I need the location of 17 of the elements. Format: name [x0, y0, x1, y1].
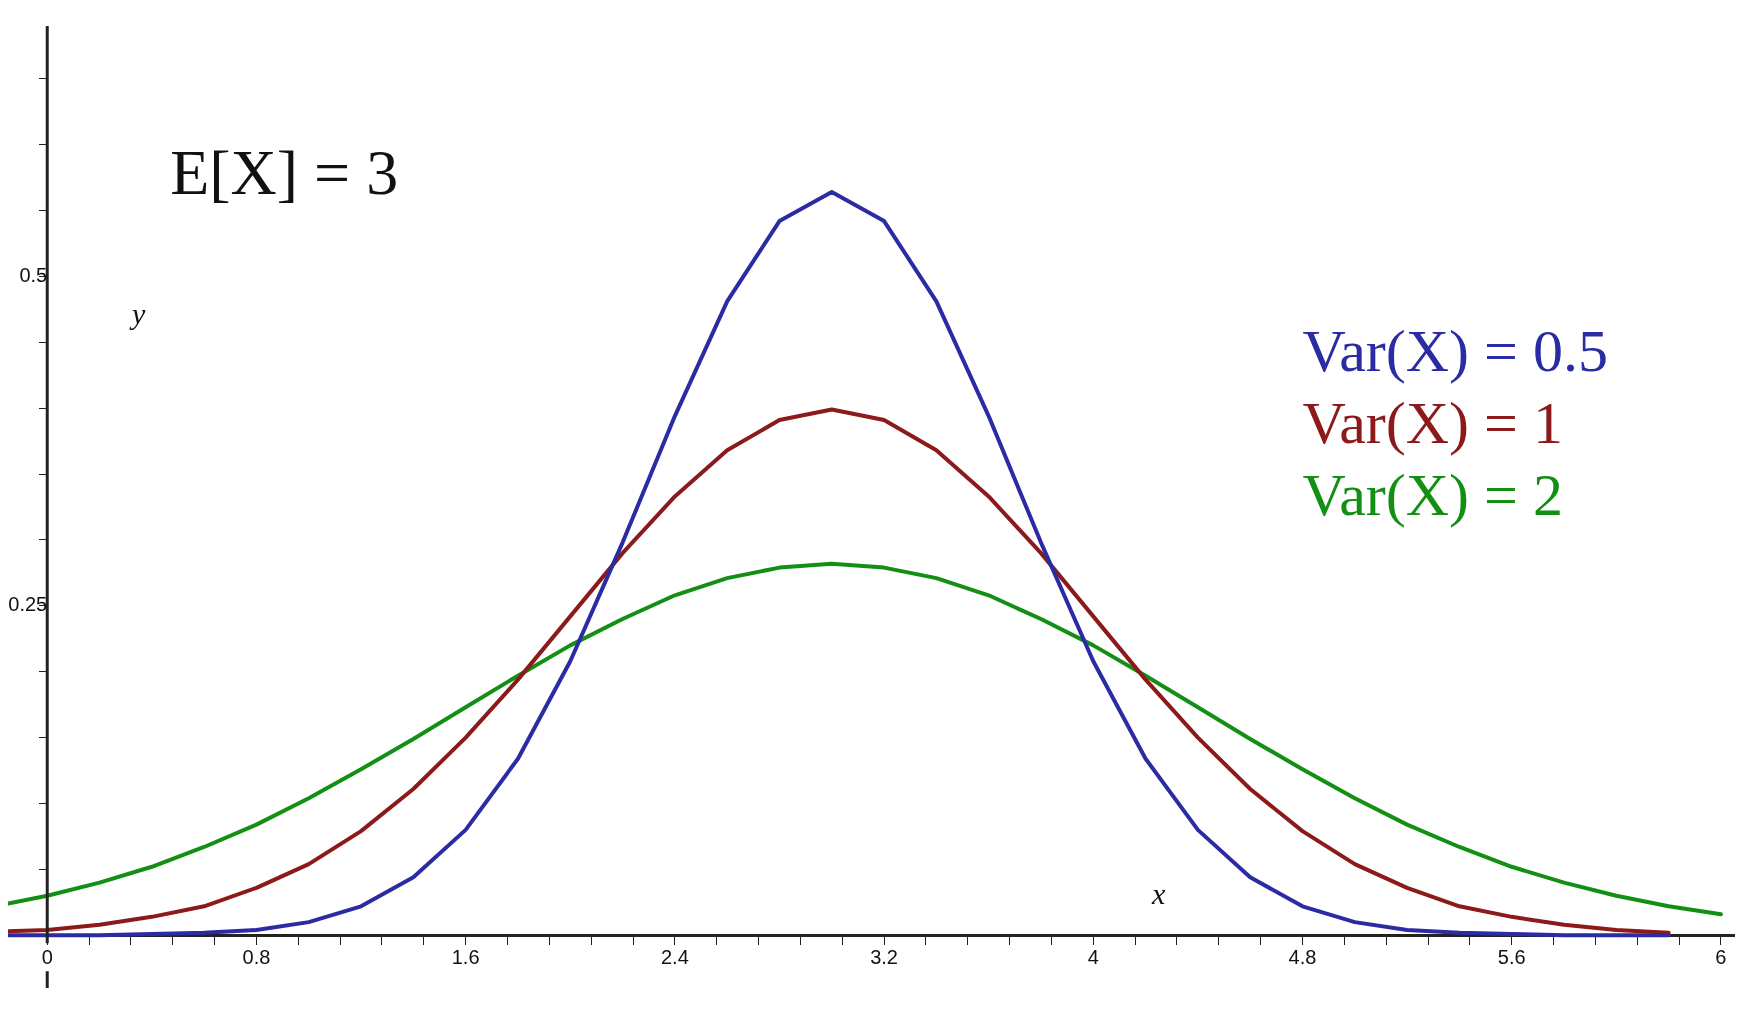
text: Var(X) = 1 — [1302, 390, 1563, 457]
x-tick-label: 6 — [1715, 945, 1727, 968]
x-tick-label: 0.8 — [242, 945, 271, 968]
y-tick-label: 0.25 — [8, 593, 48, 616]
x-tick-label: 4 — [1087, 945, 1099, 968]
y-tick-label: 0.5 — [19, 263, 48, 286]
y-axis-title: y — [129, 296, 147, 330]
x-tick-label: 5.6 — [1497, 945, 1526, 968]
text: Var(X) = 0.5 — [1302, 318, 1608, 385]
x-tick-label: 0 — [41, 945, 53, 968]
x-axis-title: x — [1151, 876, 1166, 910]
text: Var(X) = 2 — [1302, 462, 1563, 529]
x-tick-label: 2.4 — [660, 945, 689, 968]
x-tick-label: 1.6 — [451, 945, 480, 968]
x-tick-label: 3.2 — [870, 945, 898, 968]
x-tick-label: 4.8 — [1288, 945, 1317, 968]
annotation: E[X] = 3 — [170, 137, 399, 209]
